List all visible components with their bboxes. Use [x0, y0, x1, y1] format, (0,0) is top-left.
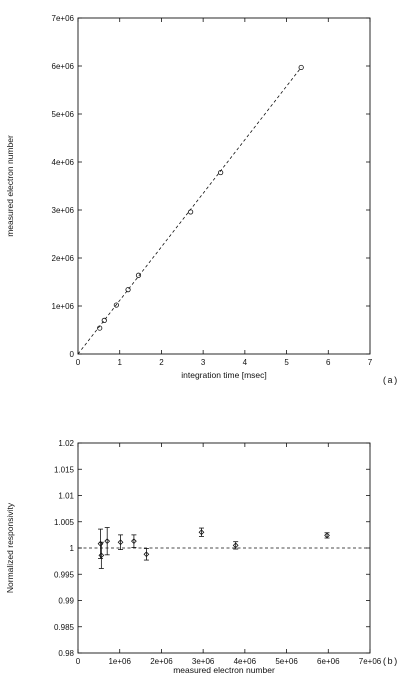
panel-b-tag: (b)	[382, 657, 398, 667]
a-y-tick-label: 1e+06	[52, 302, 75, 311]
panel-a-x-axis-label: integration time [msec]	[181, 370, 267, 380]
data-point	[232, 542, 239, 549]
b-x-tick-label: 5e+06	[275, 657, 298, 666]
data-point	[97, 540, 104, 547]
data-point	[198, 529, 205, 536]
b-x-tick-label: 2e+06	[150, 657, 173, 666]
b-y-tick-label: 1.02	[58, 439, 74, 448]
a-y-tick-label: 6e+06	[52, 62, 75, 71]
b-y-tick-label: 0.98	[58, 649, 74, 658]
a-y-tick-label: 4e+06	[52, 158, 75, 167]
a-y-tick-label: 3e+06	[52, 206, 75, 215]
fit-line	[77, 67, 302, 355]
b-y-tick-label: 0.99	[58, 597, 74, 606]
a-y-tick-label: 2e+06	[52, 254, 75, 263]
data-point	[143, 551, 150, 558]
data-point	[101, 317, 107, 323]
data-point	[131, 538, 137, 545]
a-x-tick-label: 6	[326, 358, 331, 367]
b-y-tick-label: 0.985	[54, 623, 75, 632]
panel-b-x-axis-label: measured electron number	[173, 665, 275, 675]
panel-b-chart: 0 1e+06 2e+06 3e+06 4e+06 5e+06 6e+06 7e+06 0.9…	[5, 439, 398, 675]
b-y-tick-label: 0.995	[54, 570, 75, 579]
data-point	[104, 538, 111, 545]
b-y-tick-label: 1.005	[54, 518, 75, 527]
panel-a-plot-frame	[77, 17, 371, 355]
b-x-tick-label: 0	[76, 657, 81, 666]
data-point	[188, 209, 194, 215]
a-x-tick-label: 3	[201, 358, 206, 367]
panel-a-chart: 0 1 2 3 4 5 6 7 0 1e+06 2e+06 3e+06 4e+06 5e+06 6e+06…	[5, 14, 398, 386]
a-x-tick-label: 1	[117, 358, 122, 367]
data-point	[135, 272, 142, 278]
b-x-tick-label: 7e+06	[359, 657, 382, 666]
a-x-tick-label: 5	[284, 358, 289, 367]
a-y-tick-label: 5e+06	[52, 110, 75, 119]
a-y-tick-label: 7e+06	[52, 14, 75, 23]
data-point	[324, 532, 330, 539]
data-point	[218, 169, 224, 176]
b-y-tick-label: 1.01	[58, 492, 74, 501]
panel-a-y-axis-label: measured electron number	[5, 135, 15, 237]
a-y-tick-label: 0	[70, 350, 75, 359]
data-point	[98, 552, 105, 559]
data-point	[113, 302, 119, 308]
a-x-tick-label: 0	[76, 358, 81, 367]
data-point	[117, 539, 124, 546]
data-point	[298, 64, 304, 71]
panel-b-y-axis-label: Normalized responsivity	[5, 502, 15, 593]
b-x-tick-label: 4e+06	[234, 657, 257, 666]
a-x-tick-label: 4	[243, 358, 248, 367]
data-point	[97, 325, 103, 331]
a-x-tick-label: 7	[368, 358, 373, 367]
b-x-tick-label: 3e+06	[192, 657, 215, 666]
b-y-tick-label: 1	[70, 544, 75, 553]
b-x-tick-label: 6e+06	[317, 657, 340, 666]
data-point	[125, 287, 131, 293]
a-x-tick-label: 2	[159, 358, 164, 367]
b-y-tick-label: 1.015	[54, 465, 75, 474]
b-x-tick-label: 1e+06	[108, 657, 131, 666]
panel-a-tag: (a)	[382, 376, 398, 386]
